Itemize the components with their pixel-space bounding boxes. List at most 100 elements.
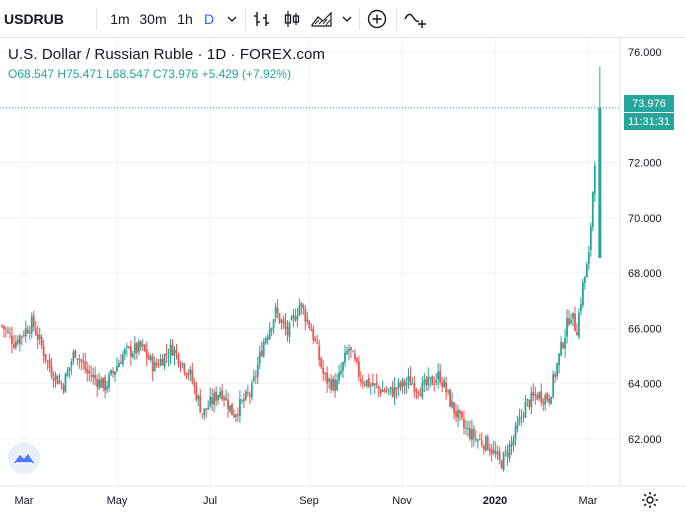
candle-body	[131, 353, 134, 358]
candle-body	[48, 359, 51, 368]
candle-body	[74, 350, 77, 358]
interval-30m[interactable]: 30m	[139, 11, 167, 27]
candle-body	[482, 445, 485, 450]
x-tick-label: 2020	[483, 495, 507, 507]
candle-body	[165, 353, 168, 355]
candle-body	[409, 376, 412, 386]
candle-body	[576, 332, 578, 336]
interval-dropdown[interactable]	[223, 0, 241, 38]
candle-body	[169, 344, 172, 356]
candle-body	[78, 359, 81, 361]
candle-body	[431, 376, 434, 385]
candle-body	[562, 342, 564, 348]
interval-1m[interactable]: 1m	[110, 11, 130, 27]
candle-body	[177, 353, 180, 365]
candle-body	[439, 370, 442, 383]
settings-button[interactable]	[640, 490, 660, 510]
candle-body	[532, 392, 535, 396]
candle-body	[512, 439, 515, 445]
candle-body	[12, 344, 15, 348]
candle-body	[106, 386, 108, 390]
candle-body	[258, 352, 261, 364]
tradingview-logo[interactable]	[8, 442, 40, 474]
candle-body	[256, 364, 259, 377]
candle-body	[110, 370, 112, 375]
candle-body	[425, 378, 428, 386]
candle-body	[274, 306, 277, 318]
candle-body	[159, 358, 162, 366]
candles-chart-button[interactable]	[281, 0, 303, 38]
candle-body	[572, 312, 574, 319]
candle-body	[375, 382, 378, 386]
candle-body	[324, 373, 327, 375]
price-chart[interactable]: 76.00074.00072.00070.00068.00066.00064.0…	[0, 38, 686, 523]
candle-body	[60, 383, 63, 385]
candle-body	[546, 393, 549, 400]
area-chart-button[interactable]	[309, 0, 335, 38]
candle-body	[62, 385, 65, 392]
candle-body	[82, 361, 85, 364]
interval-1h[interactable]: 1h	[177, 11, 193, 27]
candle-body	[276, 308, 279, 314]
candle-body	[272, 319, 275, 329]
candle-body	[580, 304, 582, 311]
y-tick-label: 68.000	[628, 268, 662, 280]
candle-body	[423, 379, 426, 384]
candle-body	[391, 387, 394, 397]
candle-body	[24, 328, 27, 337]
candle-body	[120, 362, 122, 364]
candle-body	[302, 305, 305, 309]
candle-body	[413, 383, 416, 392]
bar-chart-button[interactable]	[251, 0, 273, 38]
candle-body	[139, 341, 142, 348]
candle-body	[312, 329, 315, 340]
toolbar-divider	[396, 8, 397, 30]
candle-body	[217, 395, 220, 401]
candle-body	[149, 355, 152, 361]
candle-body	[126, 346, 128, 348]
candle-body	[96, 379, 99, 388]
candle-body	[338, 372, 340, 381]
candle-body	[171, 345, 174, 356]
candle-body	[195, 385, 198, 400]
candle-body	[294, 316, 297, 321]
candle-body	[316, 342, 319, 344]
candle-body	[175, 350, 178, 353]
candle-body	[38, 335, 41, 339]
candle-body	[14, 341, 17, 348]
candle-body	[403, 381, 406, 387]
chart-type-dropdown[interactable]	[339, 0, 355, 38]
candle-body	[26, 329, 29, 334]
candle-body	[50, 366, 53, 377]
last-price-tag: 73.976	[624, 95, 674, 112]
candle-body	[9, 332, 11, 334]
indicators-button[interactable]	[403, 0, 429, 38]
candle-body	[199, 396, 202, 413]
candle-body	[254, 375, 257, 377]
interval-d[interactable]: D	[203, 11, 215, 27]
candle-body	[318, 345, 321, 360]
symbol-search[interactable]: USDRUB	[4, 11, 64, 27]
candle-body	[528, 400, 531, 408]
candle-body	[229, 405, 231, 412]
candle-body	[288, 322, 291, 338]
candle-body	[296, 315, 299, 320]
x-tick-label: Jul	[203, 495, 217, 507]
candle-body	[207, 407, 210, 410]
toolbar-divider	[245, 8, 246, 30]
compare-button[interactable]	[365, 0, 389, 38]
candle-body	[1, 325, 3, 327]
candle-body	[135, 343, 138, 353]
candle-body	[399, 382, 402, 387]
candle-body	[205, 408, 208, 411]
candle-body	[363, 384, 366, 386]
candle-body	[187, 373, 190, 376]
toolbar-divider	[96, 8, 97, 30]
candle-body	[310, 328, 313, 331]
candle-body	[530, 392, 533, 407]
candle-body	[490, 449, 493, 455]
candle-body	[463, 418, 465, 428]
candle-body	[86, 369, 89, 373]
candle-body	[266, 336, 269, 341]
candle-body	[332, 378, 334, 390]
